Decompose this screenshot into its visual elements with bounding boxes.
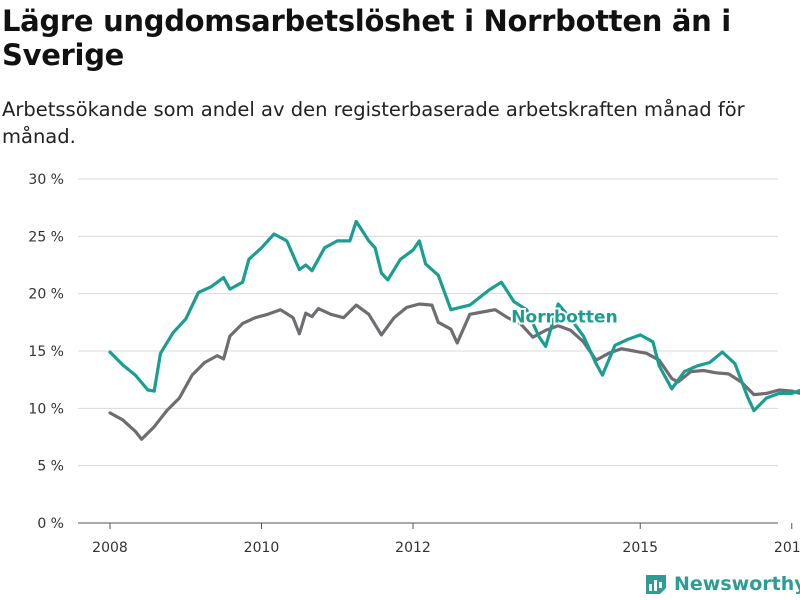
x-tick-label: 2008	[92, 540, 128, 556]
newsworthy-chart-icon	[646, 575, 666, 594]
y-tick-label: 10 %	[28, 401, 64, 417]
series-name-label-norrbotten: Norrbotten	[511, 307, 617, 327]
chart-title: Lägre ungdomsarbetslöshet i Norrbotten ä…	[2, 4, 731, 72]
series-labels: 8,3 %4,6 %NorrbottenSverige	[509, 305, 619, 329]
x-axis: 20082010201220152017202020222024	[78, 522, 800, 556]
y-tick-label: 0 %	[37, 516, 64, 532]
chart-grid	[78, 178, 778, 467]
y-axis: 0 % 5 % 10 % 15 % 20 % 25 % 30 %	[28, 172, 64, 532]
chart-subtitle: Arbetssökande som andel av den registerb…	[2, 98, 745, 148]
series-lines	[108, 219, 800, 441]
y-tick-label: 20 %	[28, 287, 64, 303]
y-tick-label: 5 %	[37, 459, 64, 475]
y-tick-label: 15 %	[28, 344, 64, 360]
brand-logo: Newsworthy	[644, 570, 800, 598]
brand-name: Newsworthy	[674, 573, 800, 595]
series-line-sverige	[108, 302, 800, 441]
x-tick-label: 2012	[395, 540, 431, 556]
x-tick-label: 2010	[244, 540, 280, 556]
y-tick-label: 30 %	[28, 172, 64, 188]
x-tick-label: 2015	[622, 540, 658, 556]
x-tick-label: 2017	[774, 540, 800, 556]
y-tick-label: 25 %	[28, 229, 64, 245]
series-line-norrbotten	[108, 219, 800, 413]
